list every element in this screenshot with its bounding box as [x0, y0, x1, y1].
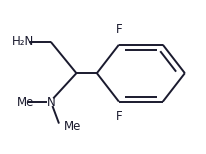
Text: F: F	[116, 110, 122, 123]
Text: H₂N: H₂N	[12, 35, 34, 48]
Text: Me: Me	[17, 96, 34, 109]
Text: Me: Me	[64, 120, 82, 133]
Text: F: F	[116, 23, 122, 36]
Text: N: N	[46, 96, 55, 109]
